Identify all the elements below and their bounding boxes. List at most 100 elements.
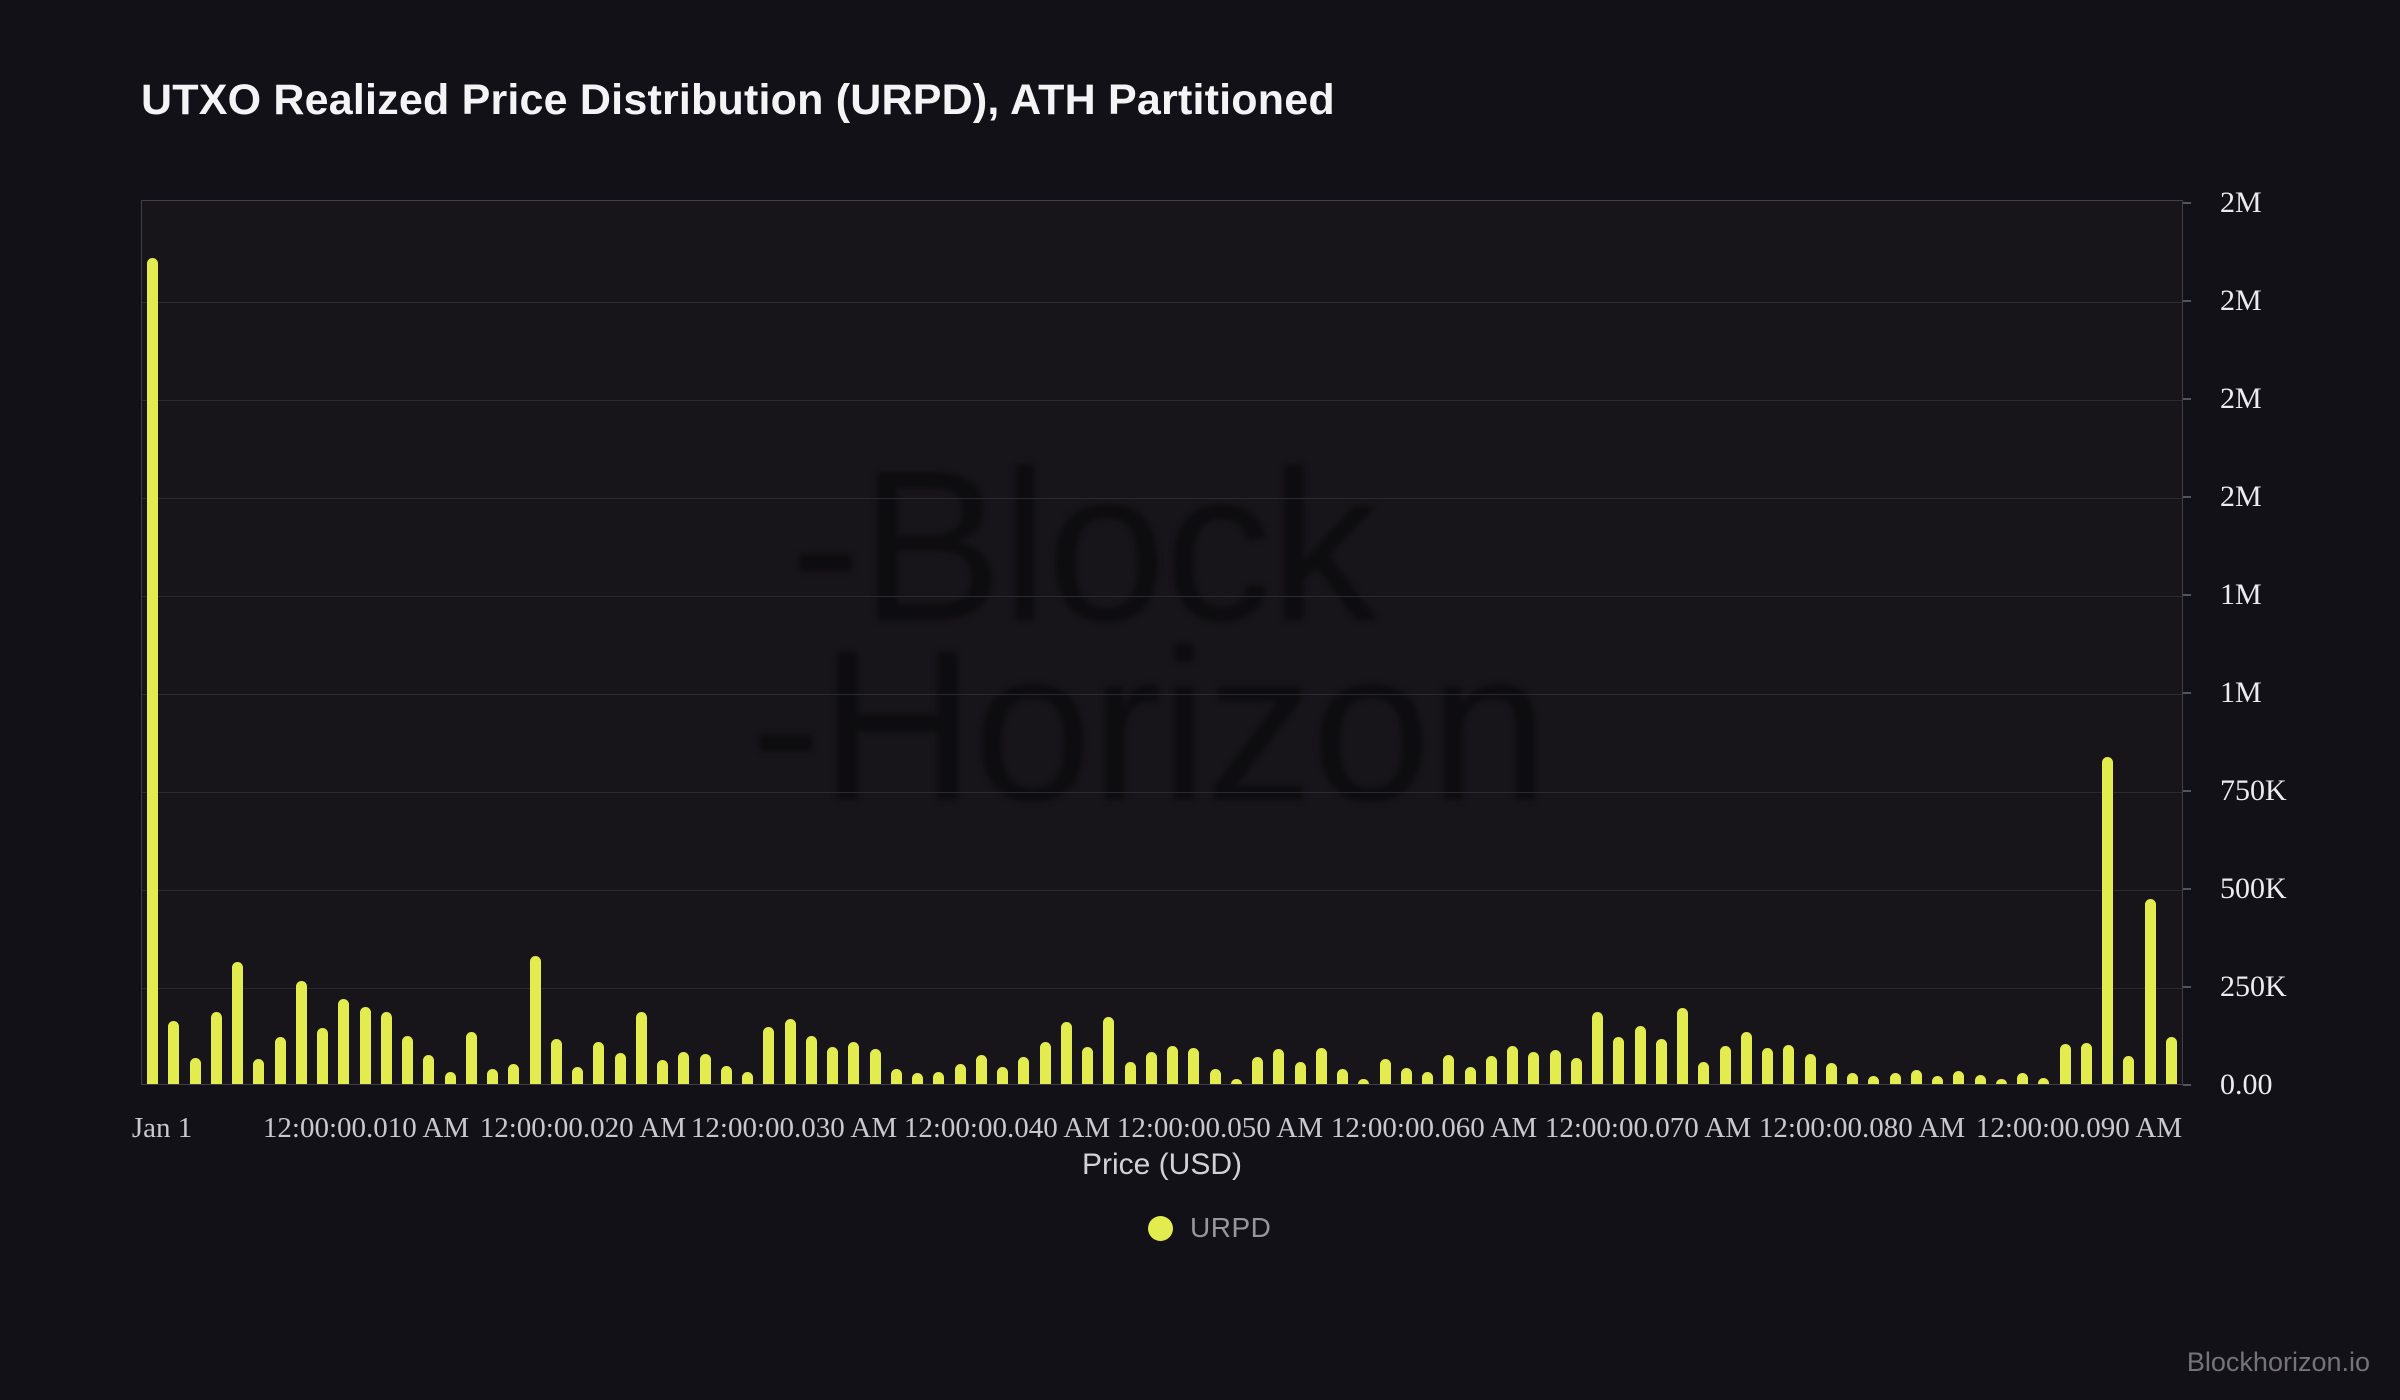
bar[interactable] [253, 1059, 265, 1084]
bar[interactable] [635, 1012, 647, 1084]
bar[interactable] [1677, 1008, 1688, 1084]
bar[interactable] [699, 1054, 711, 1084]
bar[interactable] [465, 1032, 477, 1084]
bar[interactable] [1464, 1067, 1476, 1084]
bar[interactable] [2017, 1073, 2028, 1084]
bar[interactable] [2038, 1078, 2050, 1084]
bar[interactable] [869, 1049, 881, 1084]
bar[interactable] [1995, 1079, 2007, 1084]
bar[interactable] [444, 1072, 456, 1084]
bar[interactable] [572, 1067, 583, 1084]
bar[interactable] [189, 1058, 201, 1084]
bar[interactable] [232, 962, 243, 1084]
bar[interactable] [1762, 1048, 1773, 1084]
bar[interactable] [1337, 1069, 1348, 1084]
bar[interactable] [147, 258, 158, 1084]
legend-item-urpd[interactable]: URPD [1148, 1212, 1271, 1244]
bar[interactable] [1315, 1048, 1327, 1084]
bar[interactable] [1209, 1069, 1221, 1084]
bar[interactable] [423, 1055, 435, 1084]
bar[interactable] [2165, 1037, 2177, 1084]
bar[interactable] [1060, 1022, 1072, 1084]
bar[interactable] [1910, 1070, 1922, 1084]
bar[interactable] [210, 1012, 222, 1084]
bar[interactable] [1188, 1048, 1200, 1084]
bar[interactable] [912, 1073, 923, 1084]
bar[interactable] [1230, 1079, 1242, 1084]
bar[interactable] [1804, 1054, 1816, 1084]
bar[interactable] [1613, 1037, 1625, 1084]
bar[interactable] [1847, 1073, 1858, 1084]
bar[interactable] [1953, 1071, 1965, 1084]
bar[interactable] [1358, 1079, 1370, 1084]
bar[interactable] [1273, 1049, 1285, 1084]
bar[interactable] [168, 1021, 180, 1084]
bar[interactable] [657, 1060, 668, 1084]
bar[interactable] [1294, 1062, 1306, 1084]
bar[interactable] [2144, 899, 2156, 1084]
bar[interactable] [742, 1072, 753, 1084]
bar[interactable] [295, 981, 307, 1084]
bar[interactable] [402, 1036, 413, 1084]
bar[interactable] [1719, 1046, 1731, 1084]
bar[interactable] [975, 1055, 987, 1084]
bar[interactable] [380, 1012, 392, 1084]
bar[interactable] [933, 1072, 945, 1084]
bar[interactable] [1145, 1052, 1157, 1084]
bar[interactable] [338, 999, 350, 1084]
bar[interactable] [1932, 1076, 1943, 1084]
bar[interactable] [763, 1027, 775, 1084]
y-axis-tick [2183, 888, 2191, 890]
bar[interactable] [1825, 1063, 1837, 1084]
bar[interactable] [1528, 1052, 1540, 1084]
bar[interactable] [1039, 1042, 1051, 1084]
bar[interactable] [1698, 1062, 1710, 1084]
bar[interactable] [1507, 1046, 1518, 1084]
bar[interactable] [1592, 1012, 1603, 1084]
bar[interactable] [1124, 1062, 1136, 1084]
y-axis-label: 1M [2220, 578, 2262, 611]
bar[interactable] [890, 1069, 902, 1084]
bar[interactable] [1485, 1056, 1497, 1084]
x-axis-label: 12:00:00.080 AM [1758, 1112, 1966, 1144]
bar[interactable] [1443, 1055, 1455, 1084]
bar[interactable] [2059, 1044, 2071, 1084]
bar[interactable] [1549, 1050, 1561, 1084]
bar[interactable] [529, 956, 541, 1084]
bar[interactable] [954, 1064, 966, 1084]
bar[interactable] [1379, 1059, 1391, 1084]
bar[interactable] [487, 1069, 498, 1084]
bar[interactable] [805, 1036, 817, 1084]
bar[interactable] [678, 1052, 690, 1084]
bar[interactable] [1082, 1047, 1093, 1084]
bar[interactable] [848, 1042, 860, 1084]
bar[interactable] [1570, 1058, 1582, 1084]
bar[interactable] [317, 1028, 328, 1084]
bar[interactable] [1103, 1017, 1115, 1084]
bar[interactable] [1018, 1057, 1030, 1084]
bar[interactable] [1889, 1073, 1901, 1084]
bar[interactable] [2123, 1056, 2135, 1084]
bar[interactable] [1634, 1026, 1646, 1084]
bar[interactable] [720, 1066, 732, 1084]
bar[interactable] [508, 1064, 520, 1084]
bar[interactable] [1655, 1039, 1667, 1084]
bar[interactable] [1868, 1076, 1880, 1084]
bar[interactable] [2080, 1043, 2092, 1084]
bar[interactable] [359, 1007, 371, 1084]
bar[interactable] [614, 1053, 626, 1084]
bar[interactable] [593, 1042, 605, 1084]
bar[interactable] [1400, 1068, 1412, 1084]
bar[interactable] [1974, 1075, 1986, 1084]
bar[interactable] [550, 1039, 562, 1084]
bar[interactable] [1252, 1057, 1263, 1084]
bar[interactable] [274, 1037, 286, 1084]
bar[interactable] [2102, 757, 2113, 1084]
bar[interactable] [784, 1019, 796, 1084]
bar[interactable] [827, 1047, 838, 1084]
bar[interactable] [1740, 1032, 1752, 1084]
bar[interactable] [1783, 1045, 1795, 1084]
bar[interactable] [997, 1067, 1008, 1084]
bar[interactable] [1167, 1046, 1178, 1084]
bar[interactable] [1422, 1072, 1433, 1084]
